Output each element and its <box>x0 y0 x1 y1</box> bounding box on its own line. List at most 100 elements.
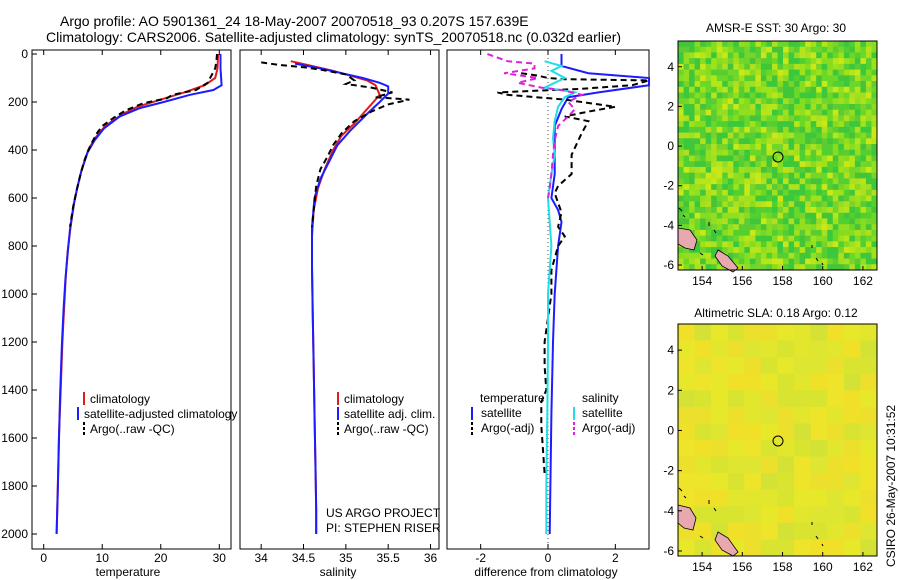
heatmap-cell <box>788 81 795 88</box>
heatmap-cell <box>722 109 729 116</box>
heatmap-cell <box>771 46 778 53</box>
heatmap-cell <box>705 161 712 168</box>
heatmap-cell <box>794 489 812 507</box>
heatmap-cell <box>860 340 878 358</box>
heatmap-cell <box>783 103 789 111</box>
heatmap-cell <box>678 92 684 99</box>
heatmap-cell <box>827 264 834 271</box>
heatmap-cell <box>788 258 795 265</box>
heatmap-cell <box>854 58 861 65</box>
heatmap-cell <box>716 98 723 105</box>
heatmap-cell <box>694 539 712 557</box>
heatmap-cell <box>794 121 801 128</box>
heatmap-cell <box>705 121 712 128</box>
heatmap-cell <box>777 195 784 202</box>
heatmap-cell <box>777 161 784 168</box>
heatmap-cell <box>749 69 756 76</box>
heatmap-cell <box>799 92 806 99</box>
heatmap-cell <box>854 81 861 88</box>
legend-item: climatology <box>344 392 404 406</box>
heatmap-cell <box>733 86 740 93</box>
heatmap-cell <box>755 132 762 139</box>
heatmap-cell <box>733 178 740 185</box>
heatmap-cell <box>738 172 745 179</box>
heatmap-cell <box>727 189 734 196</box>
heatmap-cell <box>694 103 701 111</box>
salinity-x-ticks: 34 34.5 35 35.5 36 <box>254 50 438 565</box>
heatmap-cell <box>810 138 817 145</box>
heatmap-cell <box>777 92 784 99</box>
heatmap-cell <box>843 75 850 82</box>
heatmap-cell <box>843 440 861 457</box>
heatmap-cell <box>716 81 723 88</box>
heatmap-cell <box>838 46 845 53</box>
heatmap-cell <box>794 149 801 156</box>
heatmap-cell <box>794 390 812 408</box>
heatmap-cell <box>727 46 734 53</box>
heatmap-cell <box>749 98 756 105</box>
heatmap-cell <box>843 373 861 391</box>
heatmap-cell <box>799 258 806 265</box>
heatmap-cell <box>827 340 845 358</box>
heatmap-cell <box>694 423 712 441</box>
heatmap-cell <box>711 149 718 156</box>
heatmap-cell <box>744 235 751 242</box>
heatmap-cell <box>700 138 707 145</box>
heatmap-cell <box>854 224 861 231</box>
heatmap-cell <box>832 207 839 214</box>
x-tick-label: 2 <box>612 551 619 565</box>
heatmap-cell <box>799 201 806 208</box>
heatmap-cell <box>777 81 784 88</box>
heatmap-cell <box>849 258 856 265</box>
heatmap-cell <box>777 357 795 375</box>
heatmap-cell <box>854 166 861 174</box>
heatmap-cell <box>733 103 740 111</box>
heatmap-cell <box>705 178 712 185</box>
heatmap-cell <box>711 184 718 191</box>
heatmap-cell <box>860 69 867 76</box>
heatmap-cell <box>700 41 707 48</box>
difference-lines <box>487 53 650 535</box>
heatmap-cell <box>766 258 773 265</box>
heatmap-cell <box>727 149 734 156</box>
heatmap-cell <box>711 178 718 185</box>
heatmap-cell <box>755 126 762 134</box>
heatmap-cell <box>816 201 823 208</box>
heatmap-cell <box>738 218 745 225</box>
heatmap-cell <box>810 98 817 105</box>
depth-tick-label: 800 <box>8 239 28 253</box>
heatmap-cell <box>711 423 729 441</box>
heatmap-cell <box>805 132 812 139</box>
heatmap-cell <box>805 184 812 191</box>
heatmap-cell <box>805 126 812 134</box>
heatmap-cell <box>722 161 729 168</box>
heatmap-cell <box>777 189 784 196</box>
heatmap-cell <box>821 258 828 265</box>
heatmap-cell <box>810 155 817 162</box>
heatmap-cell <box>716 212 723 219</box>
heatmap-cell <box>805 166 812 174</box>
heatmap-cell <box>794 252 801 259</box>
heatmap-cell <box>860 241 867 248</box>
heatmap-cell <box>783 166 789 174</box>
heatmap-cell <box>683 81 690 88</box>
heatmap-cell <box>694 98 701 105</box>
heatmap-cell <box>849 69 856 76</box>
heatmap-cell <box>755 172 762 179</box>
x-tick-label: 35 <box>339 551 353 565</box>
heatmap-cell <box>749 144 756 151</box>
heatmap-cell <box>694 184 701 191</box>
sla-coastline <box>677 487 824 557</box>
heatmap-cell <box>860 172 867 179</box>
y-tick-label: 4 <box>667 343 674 357</box>
heatmap-cell <box>749 63 756 71</box>
heatmap-cell <box>694 229 701 237</box>
heatmap-cell <box>744 178 751 185</box>
heatmap-cell <box>689 86 695 93</box>
heatmap-cell <box>711 41 718 48</box>
y-tick-label: -6 <box>663 544 674 558</box>
heatmap-cell <box>788 132 795 139</box>
heatmap-cell <box>694 121 701 128</box>
heatmap-cell <box>738 132 745 139</box>
heatmap-cell <box>689 247 695 254</box>
